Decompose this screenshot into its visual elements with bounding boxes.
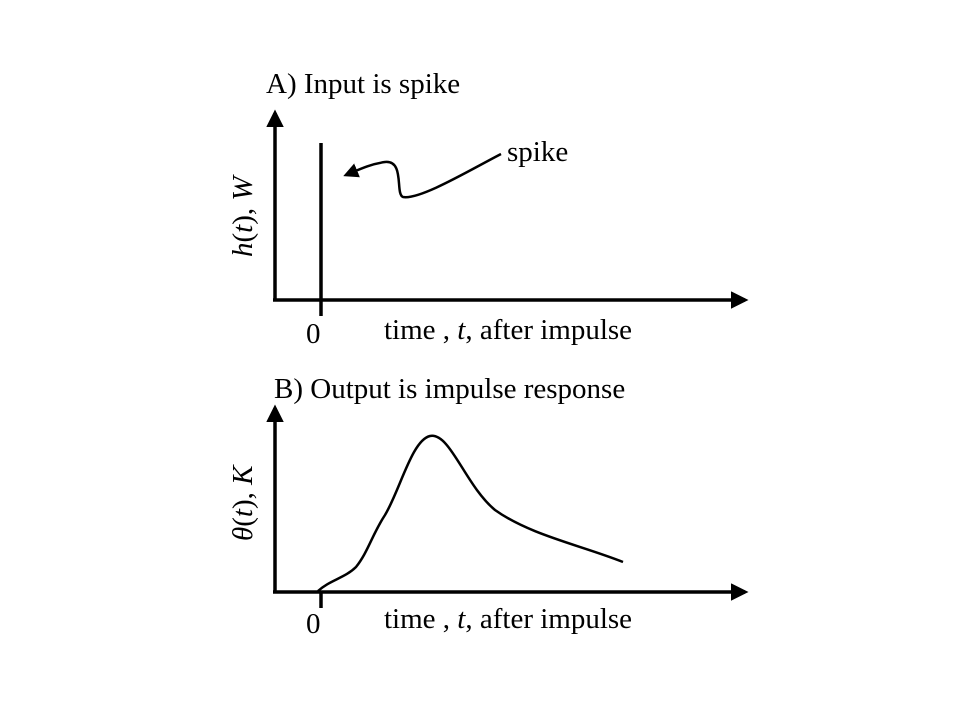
spike-pointer-arrow (343, 152, 502, 199)
panel-a-y-sym: W (227, 174, 259, 201)
panel-b-y-label: θ(t), K (227, 464, 259, 541)
panel-a-y-arg: t (227, 224, 259, 233)
panel-a-y-label: h(t), W (227, 174, 259, 257)
panel-b: B) Output is impulse response θ(t), K 0 … (227, 373, 749, 640)
panel-b-y-func: θ (227, 527, 259, 541)
panel-a-origin-label: 0 (306, 318, 321, 350)
impulse-response-curve (317, 434, 624, 592)
panel-a-title: A) Input is spike (266, 68, 460, 100)
panel-b-origin-label: 0 (306, 608, 321, 640)
spike-annotation: spike (507, 136, 568, 168)
panel-b-y-sym: K (227, 464, 259, 486)
panel-a-x-label: time , t, after impulse (384, 314, 632, 346)
panel-b-x-label: time , t, after impulse (384, 603, 632, 635)
panel-b-title: B) Output is impulse response (274, 373, 625, 405)
panel-b-y-arg: t (227, 508, 259, 517)
panel-a-y-func: h (227, 243, 259, 258)
panel-a: A) Input is spike spike h(t), W 0 time ,… (227, 68, 749, 350)
